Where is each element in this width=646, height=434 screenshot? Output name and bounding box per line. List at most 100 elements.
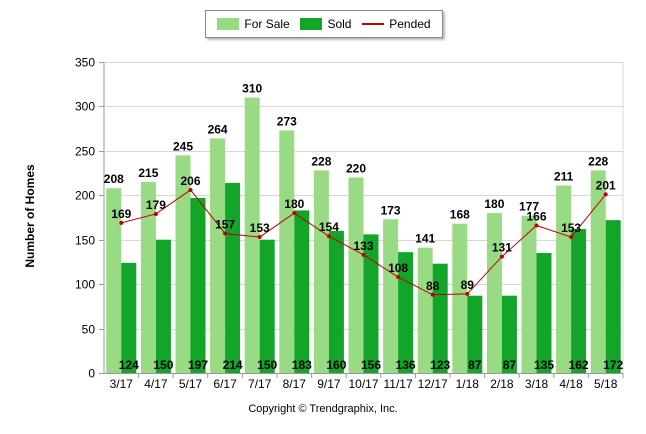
- bar-sold: [536, 253, 552, 373]
- label-for-sale: 177: [519, 200, 539, 214]
- label-pended: 153: [250, 221, 270, 235]
- label-for-sale: 228: [311, 154, 331, 168]
- label-sold: 87: [503, 358, 517, 372]
- legend-label-pended: Pended: [389, 17, 431, 31]
- pended-point: [534, 223, 539, 228]
- pended-point: [292, 211, 297, 216]
- pended-point: [257, 235, 262, 240]
- label-for-sale: 264: [208, 122, 228, 136]
- label-sold: 183: [292, 358, 312, 372]
- bar-sold: [190, 197, 206, 373]
- copyright-text: Copyright © Trendgraphix, Inc.: [248, 403, 398, 415]
- x-tick-label: 7/17: [248, 377, 272, 391]
- bar-sold: [571, 229, 587, 373]
- bar-for-sale: [244, 97, 260, 374]
- y-tick-label: 0: [88, 367, 95, 381]
- bar-for-sale: [175, 155, 191, 373]
- label-sold: 87: [468, 358, 482, 372]
- label-for-sale: 220: [346, 162, 366, 176]
- label-for-sale: 215: [138, 166, 158, 180]
- label-sold: 162: [569, 358, 589, 372]
- bar-for-sale: [486, 213, 502, 373]
- x-tick-label: 4/18: [559, 377, 583, 391]
- label-sold: 150: [153, 358, 173, 372]
- bar-for-sale: [452, 223, 468, 373]
- label-for-sale: 310: [242, 82, 262, 96]
- bar-sold: [294, 210, 310, 373]
- x-axis-ticks: 3/17 4/17 5/17 6/17 7/17 8/17 9/17 10/17 11/17 12…: [110, 373, 624, 391]
- x-tick-label: 8/17: [283, 377, 307, 391]
- bar-for-sale: [106, 188, 122, 373]
- x-tick-label: 3/18: [525, 377, 549, 391]
- pended-point: [153, 211, 158, 216]
- x-tick-label: 5/17: [179, 377, 203, 391]
- bars: [106, 97, 621, 374]
- label-pended: 131: [492, 241, 512, 255]
- bar-for-sale: [348, 177, 364, 373]
- legend-item-pended[interactable]: Pended: [362, 17, 431, 31]
- label-pended: 206: [180, 174, 200, 188]
- x-tick-label: 9/17: [317, 377, 341, 391]
- label-for-sale: 245: [173, 139, 193, 153]
- label-for-sale: 273: [277, 114, 297, 128]
- pended-point: [326, 234, 331, 239]
- bar-sold: [225, 182, 241, 373]
- label-for-sale: 180: [484, 197, 504, 211]
- label-pended: 179: [146, 198, 166, 212]
- x-tick-label: 2/18: [490, 377, 514, 391]
- bar-sold: [328, 230, 344, 373]
- bar-sold: [501, 295, 517, 373]
- y-tick-label: 200: [75, 189, 95, 203]
- label-pended: 89: [461, 278, 475, 292]
- legend-item-for-sale[interactable]: For Sale: [217, 17, 290, 31]
- pended-point: [119, 220, 124, 225]
- label-sold: 150: [257, 358, 277, 372]
- pended-line: [119, 187, 608, 297]
- pended-point: [361, 252, 366, 257]
- y-tick-label: 150: [75, 234, 95, 248]
- y-tick-label: 100: [75, 278, 95, 292]
- x-tick-label: 4/17: [144, 377, 168, 391]
- bar-for-sale: [210, 138, 226, 373]
- label-sold: 156: [361, 358, 381, 372]
- label-pended: 180: [284, 197, 304, 211]
- bar-sold: [155, 239, 171, 373]
- label-sold: 172: [603, 358, 623, 372]
- label-for-sale: 168: [450, 208, 470, 222]
- bar-for-sale: [521, 215, 537, 373]
- label-pended: 133: [353, 239, 373, 253]
- label-pended: 154: [319, 220, 339, 234]
- bar-for-sale: [417, 247, 433, 373]
- x-tick-label: 10/17: [348, 377, 378, 391]
- label-sold: 135: [534, 358, 554, 372]
- bar-sold: [467, 295, 483, 373]
- bar-sold: [605, 220, 621, 373]
- label-pended: 166: [526, 209, 546, 223]
- label-for-sale: 173: [381, 203, 401, 217]
- bar-for-sale: [140, 181, 156, 373]
- pended-point: [499, 254, 504, 259]
- y-tick-label: 300: [75, 100, 95, 114]
- y-axis-label: Number of Homes: [23, 164, 37, 268]
- sold-swatch: [300, 18, 323, 30]
- pended-point: [223, 231, 228, 236]
- bar-sold: [259, 239, 275, 373]
- pended-point: [188, 187, 193, 192]
- bar-for-sale: [313, 170, 329, 373]
- pended-point: [603, 192, 608, 197]
- legend-label-sold: Sold: [327, 17, 352, 31]
- label-for-sale: 211: [554, 170, 574, 184]
- bar-for-sale: [590, 170, 606, 373]
- bar-for-sale: [383, 219, 399, 373]
- y-tick-label: 50: [82, 323, 96, 337]
- bar-for-sale: [279, 130, 295, 373]
- x-tick-label: 6/17: [213, 377, 237, 391]
- bar-sold: [432, 263, 448, 373]
- x-tick-label: 1/18: [456, 377, 480, 391]
- x-tick-label: 3/17: [110, 377, 134, 391]
- x-tick-label: 12/17: [418, 377, 448, 391]
- label-pended: 157: [215, 217, 235, 231]
- bar-sold: [121, 262, 137, 373]
- legend-item-sold[interactable]: Sold: [300, 17, 351, 31]
